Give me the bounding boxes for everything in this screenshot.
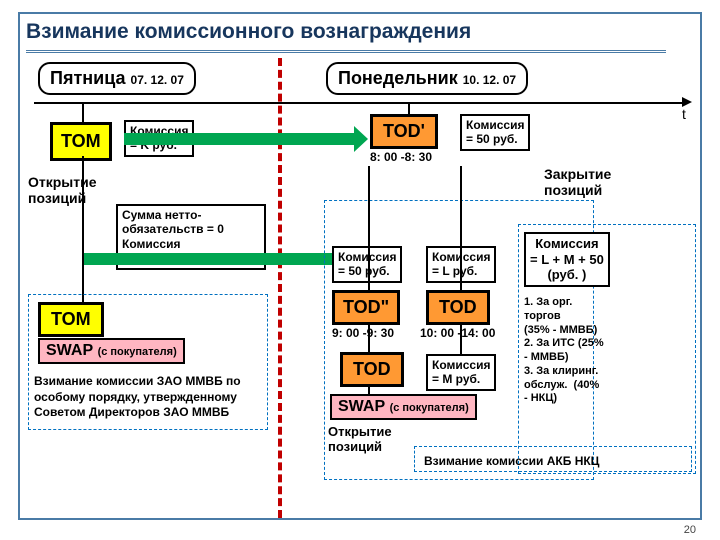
swap-note: (с покупателя) <box>98 346 177 358</box>
time-axis <box>34 102 682 104</box>
tom-vert-conn <box>82 156 84 306</box>
tod-main-label: TOD <box>439 297 477 318</box>
far-right-dash <box>518 224 696 474</box>
tod-prime-node: TOD' <box>370 114 438 149</box>
close-label: Закрытие позиций <box>544 166 611 198</box>
tod-dq-node: TOD" <box>332 290 400 325</box>
tod-main-vconn2 <box>460 324 462 354</box>
tod-prime-com: Комиссия = 50 руб. <box>460 114 530 151</box>
green-arrow-1-head <box>354 126 368 152</box>
green-arrow-1-body <box>124 133 354 145</box>
netto-l1: Сумма нетто- <box>122 208 260 222</box>
tod-prime-com-l2: = 50 руб. <box>466 132 524 146</box>
tod-dq-label: TOD" <box>343 297 389 318</box>
tom-node-bottom: TOM <box>38 302 104 337</box>
slide-title: Взимание комиссионного вознаграждения <box>26 20 471 44</box>
tod-dq-vconn <box>368 166 370 290</box>
friday-box: Пятница 07. 12. 07 <box>38 62 196 95</box>
tom-top-conn <box>82 102 84 122</box>
monday-label: Понедельник <box>338 68 458 88</box>
tod-below-label: TOD <box>353 359 391 380</box>
slide-frame: Взимание комиссионного вознаграждения Пя… <box>18 12 702 520</box>
netto-l2: обязательств = 0 <box>122 222 260 236</box>
tod-main-vconn <box>460 166 462 290</box>
tod-prime-time: 8: 00 -8: 30 <box>370 150 432 164</box>
tod-prime-label: TOD' <box>383 121 425 142</box>
monday-box: Понедельник 10. 12. 07 <box>326 62 528 95</box>
tom-node-top: TOM <box>50 122 112 161</box>
tod-m-com-l2: = M руб. <box>432 372 490 386</box>
page-number: 20 <box>684 524 696 536</box>
open-label: Открытие позиций <box>28 174 97 206</box>
tod-main-node: TOD <box>426 290 490 325</box>
t-axis-label: t <box>682 106 686 122</box>
tod-prime-conn <box>408 102 410 114</box>
swap-box-left: SWAP (с покупателя) <box>38 338 185 364</box>
tod-m-com-l1: Комиссия <box>432 358 490 372</box>
tod-prime-com-l1: Комиссия <box>466 118 524 132</box>
tod-dq-time: 9: 00 -9: 30 <box>332 326 394 340</box>
green-arrow-1 <box>124 126 368 152</box>
friday-label: Пятница <box>50 68 126 88</box>
swap-label: SWAP <box>46 342 93 359</box>
open2-label: Открытие позиций <box>328 424 392 454</box>
tod-below-node: TOD <box>340 352 404 387</box>
swap-box-right: SWAP (с покупателя) <box>330 394 477 420</box>
friday-date: 07. 12. 07 <box>131 73 184 87</box>
tom-label: TOM <box>61 131 101 151</box>
swap2-note: (с покупателя) <box>390 402 469 414</box>
monday-date: 10. 12. 07 <box>463 73 516 87</box>
title-underline <box>26 50 666 53</box>
swap2-label: SWAP <box>338 398 385 415</box>
green-arrow-2-body <box>84 253 356 265</box>
tom2-label: TOM <box>51 309 91 329</box>
tod-m-com: Комиссия = M руб. <box>426 354 496 391</box>
nkc-dash <box>414 446 692 472</box>
tod-main-time: 10: 00 -14: 00 <box>420 326 495 340</box>
micex-note: Взимание комиссии ЗАО ММВБ по особому по… <box>34 374 241 421</box>
